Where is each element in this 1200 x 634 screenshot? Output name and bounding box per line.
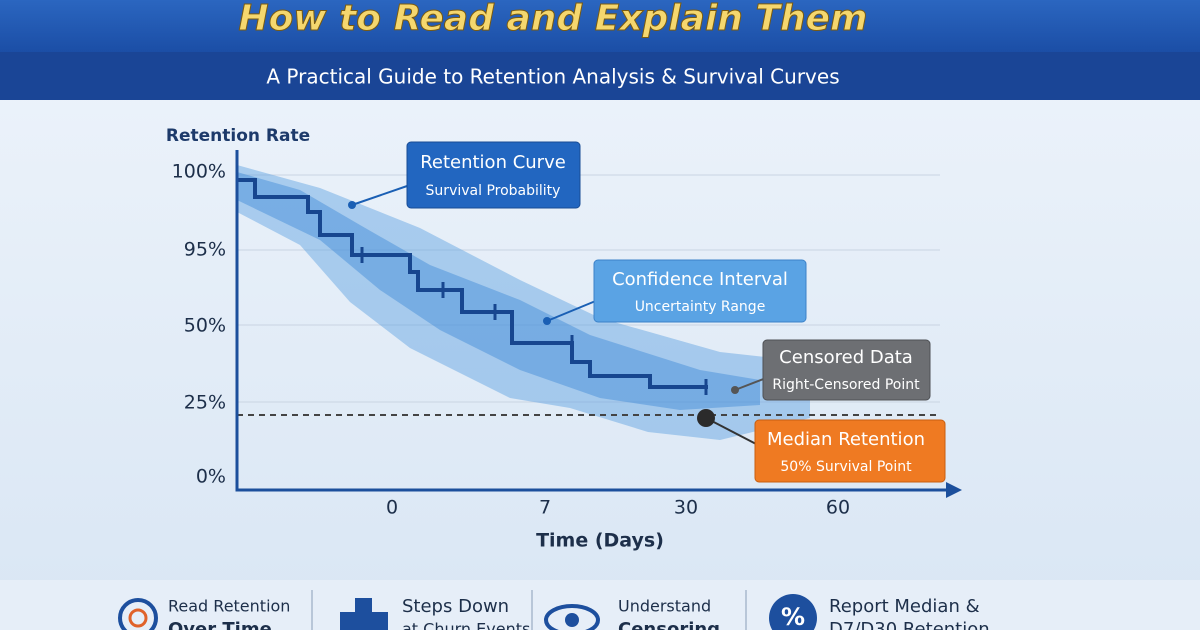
callout-title: Confidence Interval	[612, 269, 788, 290]
y-tick-label: 100%	[172, 161, 226, 183]
pointers	[348, 184, 767, 446]
callout: Median Retention 50% Survival Point	[754, 419, 946, 483]
footer-text: Report Median &	[829, 596, 980, 617]
callout-title: Retention Curve	[420, 152, 566, 173]
footer: % Read Retention Over Time Steps Down at…	[0, 580, 1200, 634]
y-tick-label: 0%	[196, 466, 226, 488]
confidence-band-inner	[237, 172, 760, 410]
grid	[237, 174, 940, 403]
x-tick-label: 30	[674, 497, 698, 519]
x-axis-label: Time (Days)	[536, 530, 664, 552]
footer-text: Censoring	[618, 619, 720, 630]
y-axis-label: Retention Rate	[166, 126, 310, 146]
footer-text: D7/D30 Retention	[829, 619, 990, 630]
subtitle-band	[0, 52, 1200, 100]
footer-text: Read Retention	[168, 597, 290, 616]
chart: Retention Rate 100% 95% 50% 25% 0% 0 7 3…	[166, 126, 962, 552]
callout: Retention Curve Survival Probability	[406, 141, 581, 209]
callout-subtitle: Uncertainty Range	[635, 299, 766, 315]
icon-percent	[769, 594, 817, 634]
footer-text: Over Time	[168, 619, 272, 630]
x-tick-label: 0	[386, 497, 398, 519]
icon-eye	[544, 604, 600, 634]
subtitle: A Practical Guide to Retention Analysis …	[266, 65, 839, 89]
footer-text: Steps Down	[402, 596, 509, 617]
confidence-band	[237, 165, 810, 440]
icon-steps	[340, 598, 388, 630]
censor-ticks	[360, 247, 708, 395]
callout-subtitle: Right-Censored Point	[772, 377, 920, 393]
callout-subtitle: 50% Survival Point	[780, 459, 912, 475]
retention-curve	[237, 178, 708, 389]
callout-title: Median Retention	[767, 429, 925, 450]
icon-target	[118, 598, 158, 634]
header-band	[0, 0, 1200, 52]
footer-text: Understand	[618, 597, 711, 616]
y-tick-label: 25%	[184, 392, 226, 414]
footer-band	[0, 580, 1200, 630]
y-tick-label: 95%	[184, 239, 226, 261]
callout-title: Censored Data	[779, 347, 913, 368]
x-tick-label: 7	[539, 497, 551, 519]
svg-text:%: %	[781, 603, 805, 630]
axes	[235, 150, 950, 492]
x-arrow	[946, 482, 962, 498]
x-tick-label: 60	[826, 497, 850, 519]
callout: Censored Data Right-Censored Point	[762, 339, 931, 401]
title: How to Read and Explain Them	[238, 0, 867, 39]
callout: Confidence Interval Uncertainty Range	[593, 259, 807, 323]
footer-text: at Churn Events	[402, 620, 530, 631]
callout-subtitle: Survival Probability	[426, 183, 561, 199]
y-tick-label: 50%	[184, 315, 226, 337]
